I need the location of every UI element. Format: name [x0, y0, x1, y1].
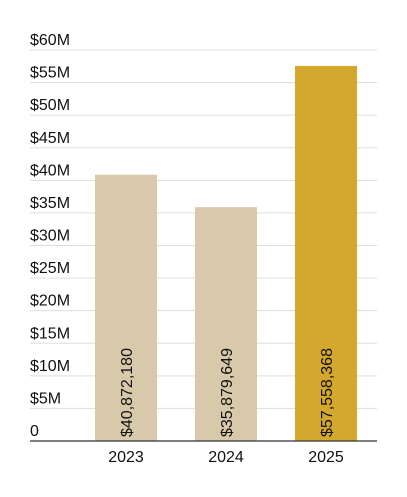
y-tick-label: $15M [30, 325, 70, 342]
bars [95, 65, 357, 441]
y-tick-label: $25M [30, 260, 70, 277]
bar-data-labels: $40,872,180 $35,879,649 $57,558,368 [119, 348, 336, 437]
y-tick-label: $30M [30, 228, 70, 245]
x-axis-category-labels: 2023 2024 2025 [108, 449, 344, 466]
y-tick-label: $60M [30, 32, 70, 49]
y-axis-tick-labels: 0 $5M $10M $15M $20M $25M $30M $35M $40M $45M $50M… [30, 32, 70, 440]
bar-2024 [195, 207, 257, 441]
y-tick-label: $5M [30, 390, 61, 407]
bar-data-label: $35,879,649 [219, 348, 236, 437]
y-tick-label: 0 [30, 423, 39, 440]
y-tick-label: $20M [30, 293, 70, 310]
x-category-label: 2024 [208, 449, 244, 466]
y-tick-label: $10M [30, 358, 70, 375]
y-tick-label: $35M [30, 195, 70, 212]
y-tick-label: $45M [30, 130, 70, 147]
x-category-label: 2023 [108, 449, 144, 466]
bar-data-label: $40,872,180 [119, 348, 136, 437]
bar-2023 [95, 174, 157, 441]
bar-2025 [295, 65, 357, 441]
y-tick-label: $50M [30, 97, 70, 114]
y-tick-label: $55M [30, 65, 70, 82]
bar-data-label: $57,558,368 [319, 348, 336, 437]
x-category-label: 2025 [308, 449, 344, 466]
y-tick-label: $40M [30, 162, 70, 179]
